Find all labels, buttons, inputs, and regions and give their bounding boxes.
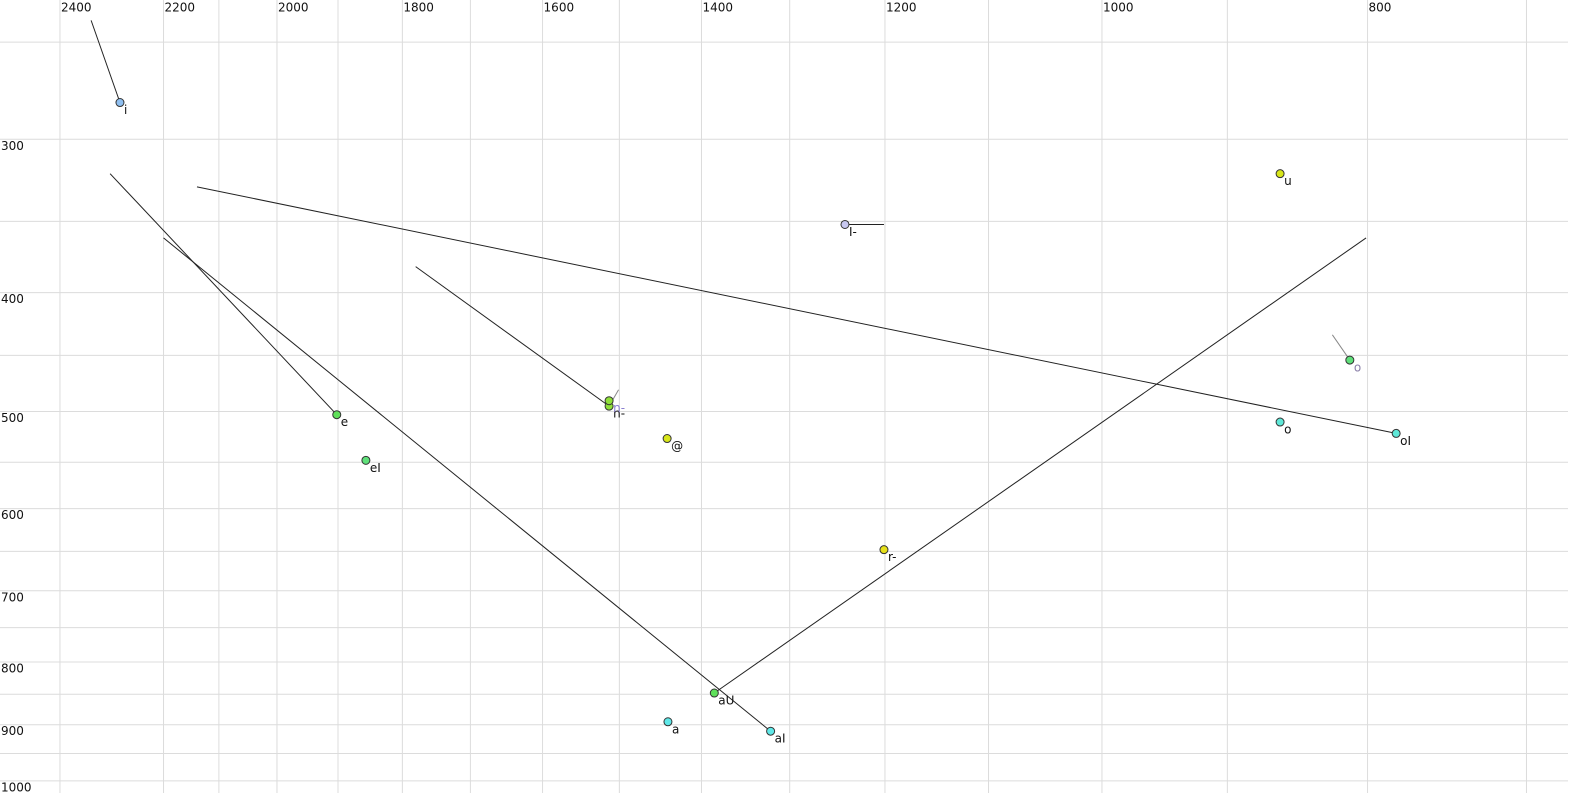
y-tick-label: 400 xyxy=(1,292,24,306)
x-tick-label: 2000 xyxy=(278,1,309,15)
y-tick-label: 300 xyxy=(1,139,24,153)
x-tick-label: 1400 xyxy=(702,1,733,15)
vowel-label: n- xyxy=(613,401,625,415)
x-tick-label: 2200 xyxy=(165,1,196,15)
trajectory xyxy=(1331,334,1351,361)
x-tick-label: 2400 xyxy=(61,1,92,15)
vowel-point xyxy=(840,219,850,229)
vowel-label: n- xyxy=(613,407,625,421)
y-tick-label: 800 xyxy=(1,661,24,675)
vowel-point xyxy=(604,396,614,406)
vowel-point xyxy=(709,688,719,698)
y-tick-label: 700 xyxy=(1,590,24,604)
vowel-label: aU xyxy=(718,694,734,708)
vowel-label: o xyxy=(1284,423,1291,437)
vowel-label: u xyxy=(1284,174,1292,188)
vowel-point xyxy=(663,717,673,727)
vowel-label: i xyxy=(124,103,127,117)
trajectory xyxy=(90,20,121,103)
trajectory xyxy=(714,237,1367,694)
y-tick-label: 600 xyxy=(1,508,24,522)
x-tick-label: 1200 xyxy=(886,1,917,15)
trajectory xyxy=(109,173,338,416)
vowel-label: @ xyxy=(671,439,683,453)
y-tick-label: 900 xyxy=(1,724,24,738)
vowel-point xyxy=(662,434,672,444)
vowel-label: I- xyxy=(849,225,857,239)
vowel-label: aI xyxy=(775,732,786,746)
vowel-label: e xyxy=(341,415,348,429)
x-tick-label: 800 xyxy=(1369,1,1392,15)
vowel-label: eI xyxy=(370,461,381,475)
y-tick-label: 1000 xyxy=(1,780,32,794)
vowel-point xyxy=(879,545,889,555)
x-tick-label: 1600 xyxy=(544,1,575,15)
trajectory xyxy=(196,186,1397,434)
vowel-label: o xyxy=(1354,361,1361,375)
vowel-point xyxy=(1391,428,1401,438)
vowel-point xyxy=(1275,169,1285,179)
vowel-point xyxy=(115,98,125,108)
vowel-point xyxy=(361,455,371,465)
x-tick-label: 1800 xyxy=(403,1,434,15)
trajectory xyxy=(415,266,610,407)
x-tick-label: 1000 xyxy=(1103,1,1134,15)
vowel-point xyxy=(766,726,776,736)
trajectory xyxy=(163,237,771,732)
y-tick-label: 500 xyxy=(1,411,24,425)
vowel-label: oI xyxy=(1400,434,1411,448)
vowel-point xyxy=(1275,417,1285,427)
vowel-label: a xyxy=(672,722,679,736)
vowel-point xyxy=(1345,355,1355,365)
vowel-point xyxy=(332,410,342,420)
vowel-label: r- xyxy=(888,550,897,564)
